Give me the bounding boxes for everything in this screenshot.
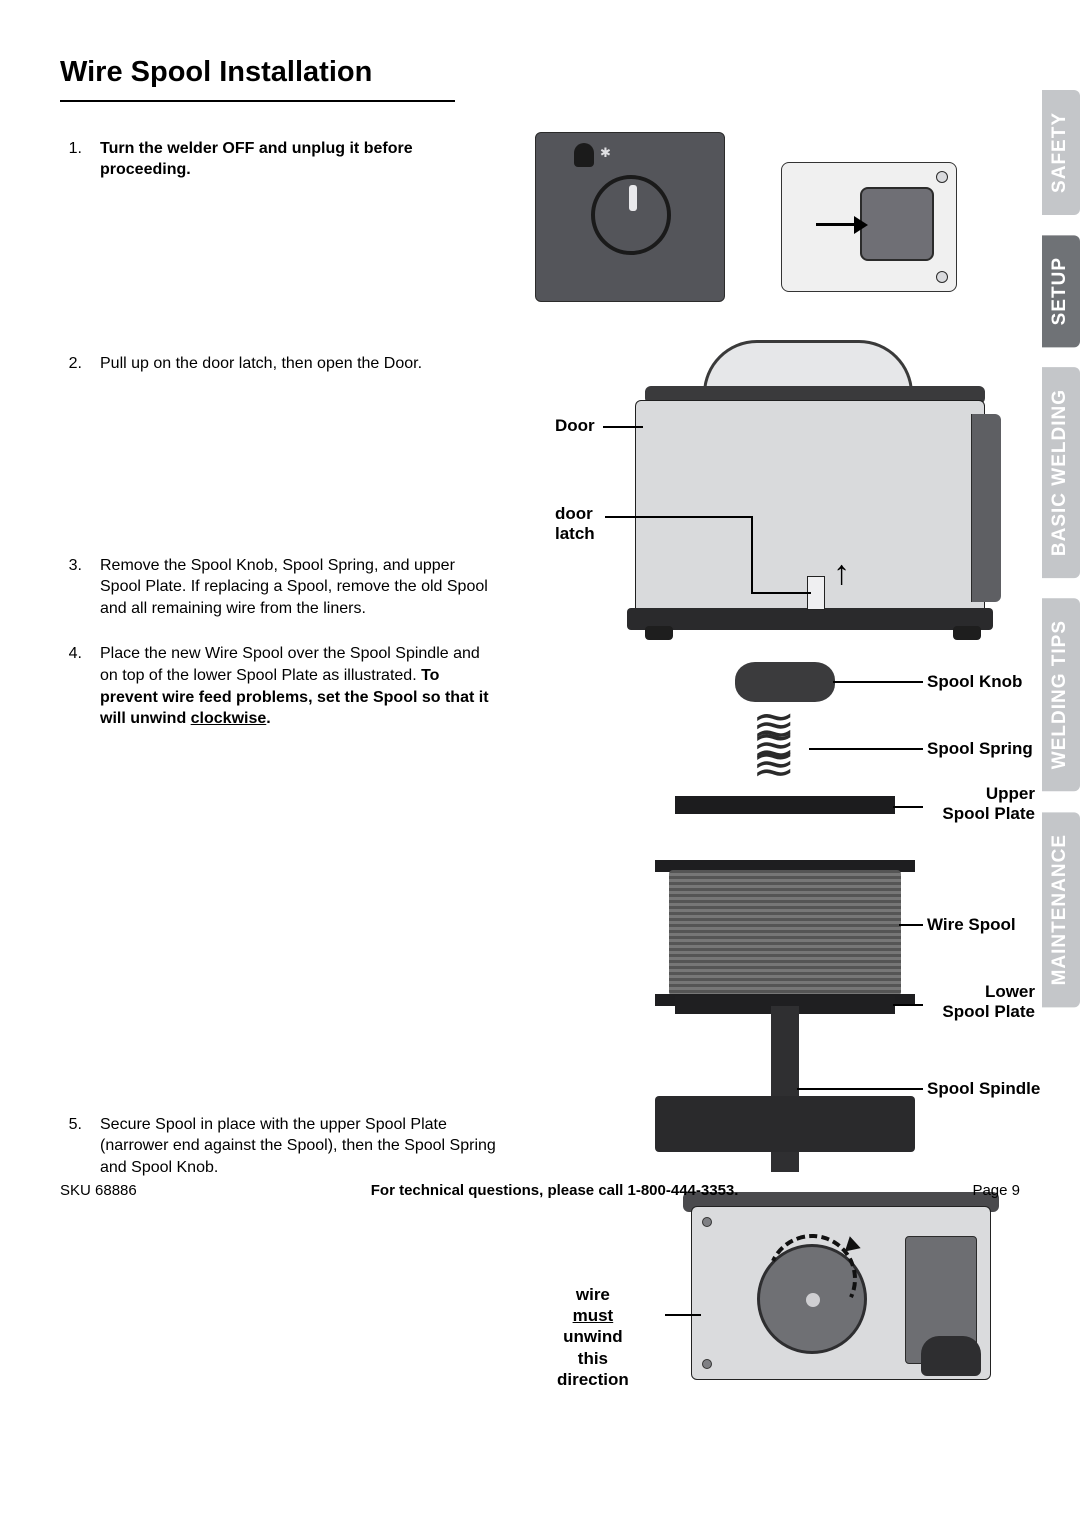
upper-spool-plate-part — [675, 796, 895, 814]
step-number: 3. — [60, 555, 82, 620]
page: Wire Spool Installation 1. Turn the weld… — [0, 0, 1080, 1233]
illustration-spool-exploded: ≋≋≋ Spool Knob Spool Spring Upper Spool … — [595, 656, 1035, 1186]
step-1: 1. Turn the welder OFF and unplug it bef… — [60, 138, 500, 181]
label-spool-knob: Spool Knob — [927, 672, 1022, 692]
label-unwind-direction: wire must unwind this direction — [557, 1284, 629, 1390]
step-number: 1. — [60, 138, 82, 181]
step-3: 3. Remove the Spool Knob, Spool Spring, … — [60, 555, 500, 620]
step-number: 4. — [60, 643, 82, 729]
tab-basic-welding[interactable]: BASIC WELDING — [1042, 367, 1080, 578]
label-spool-spindle: Spool Spindle — [927, 1079, 1040, 1099]
label-spool-spring: Spool Spring — [927, 739, 1033, 759]
footer-support: For technical questions, please call 1-8… — [371, 1182, 739, 1199]
wire-spool-part — [669, 870, 901, 996]
outlet-closeup — [781, 162, 957, 292]
label-wire-spool: Wire Spool — [927, 915, 1016, 935]
arrow-up-icon: ↑ — [833, 554, 850, 593]
section-tabs: SAFETY SETUP BASIC WELDING WELDING TIPS … — [1042, 90, 1080, 1007]
tab-setup[interactable]: SETUP — [1042, 235, 1080, 347]
step-text-underline: clockwise — [191, 710, 267, 727]
footer-page-number: Page 9 — [972, 1182, 1020, 1199]
title-rule — [60, 100, 455, 102]
step-text: Place the new Wire Spool over the Spool … — [100, 643, 500, 729]
step-text: Turn the welder OFF and unplug it before… — [100, 138, 500, 181]
step-number: 2. — [60, 353, 82, 375]
step-text: Pull up on the door latch, then open the… — [100, 353, 500, 375]
control-panel: ✱ — [535, 132, 725, 302]
step-number: 5. — [60, 1114, 82, 1179]
spool-knob-part — [735, 662, 835, 702]
tab-welding-tips[interactable]: WELDING TIPS — [1042, 598, 1080, 791]
step-text: Remove the Spool Knob, Spool Spring, and… — [100, 555, 500, 620]
label-door: Door — [555, 416, 595, 436]
content: 1. Turn the welder OFF and unplug it bef… — [60, 138, 1020, 1179]
tab-safety[interactable]: SAFETY — [1042, 90, 1080, 215]
label-door-latch: door latch — [555, 504, 595, 545]
spool-spring-part: ≋≋≋ — [752, 716, 817, 782]
label-upper-plate: Upper Spool Plate — [942, 784, 1035, 824]
step-2: 2. Pull up on the door latch, then open … — [60, 353, 500, 375]
page-title: Wire Spool Installation — [60, 55, 1020, 90]
dial-icon — [591, 175, 671, 255]
footer-sku: SKU 68886 — [60, 1182, 137, 1199]
tab-maintenance[interactable]: MAINTENANCE — [1042, 812, 1080, 1007]
page-footer: SKU 68886 For technical questions, pleas… — [60, 1182, 1020, 1199]
step-5: 5. Secure Spool in place with the upper … — [60, 1114, 500, 1179]
label-lower-plate: Lower Spool Plate — [942, 982, 1035, 1022]
step-text: Secure Spool in place with the upper Spo… — [100, 1114, 500, 1179]
instructions-column: 1. Turn the welder OFF and unplug it bef… — [60, 138, 500, 1179]
step-4: 4. Place the new Wire Spool over the Spo… — [60, 643, 500, 729]
